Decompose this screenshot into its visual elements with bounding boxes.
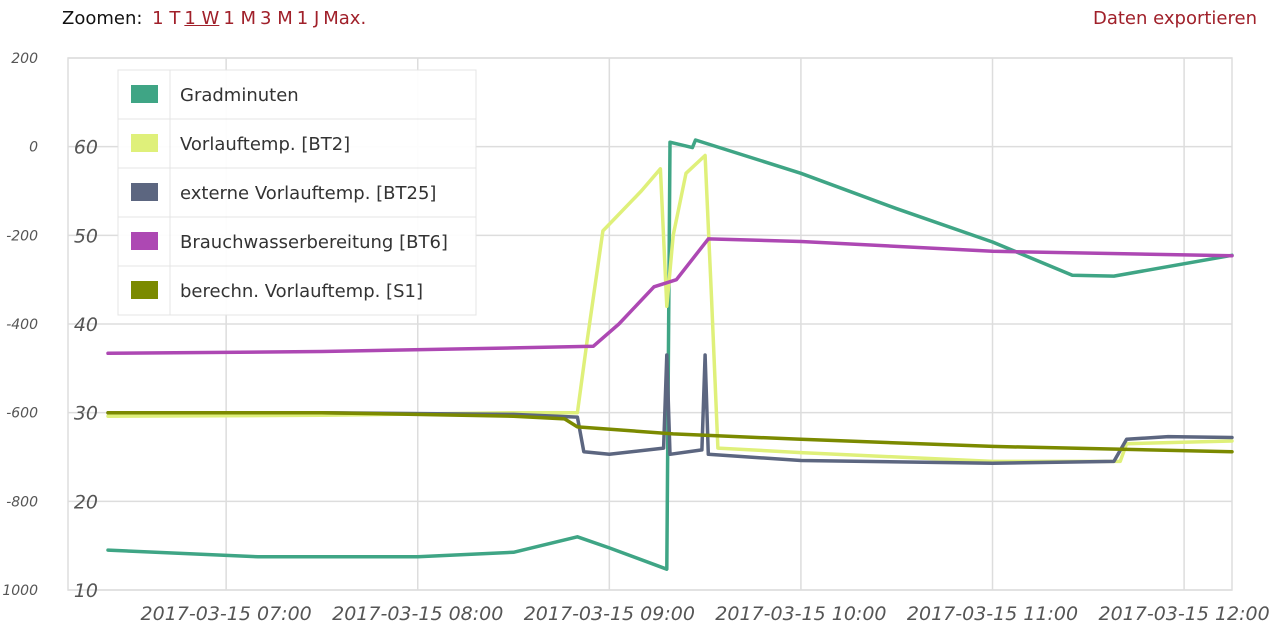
- y-tick-outer: 1000: [2, 583, 38, 599]
- zoom-option-3[interactable]: 3 M: [260, 8, 293, 29]
- y-tick-outer: -200: [6, 228, 38, 244]
- y-axis-inner-ticks: 60 50 40 30 20 10: [74, 137, 98, 602]
- export-data-link[interactable]: Daten exportieren: [1092, 8, 1257, 29]
- chart-series: [106, 138, 1234, 571]
- y-tick-inner: 50: [74, 225, 98, 247]
- y-tick-outer: -600: [6, 406, 38, 422]
- x-tick: 2017-03-15 07:00: [141, 603, 312, 625]
- chart-legend: Gradminuten Vorlauftemp. [BT2] externe Vor…: [117, 69, 477, 316]
- legend-swatch-0: [131, 85, 158, 103]
- x-tick: 2017-03-15 08:00: [332, 603, 503, 625]
- legend-label-1: Vorlauftemp. [BT2]: [180, 134, 350, 155]
- x-axis-ticks: 2017-03-15 07:00 2017-03-15 08:00 2017-03-…: [141, 603, 1270, 625]
- x-tick: 2017-03-15 09:00: [524, 603, 695, 625]
- y-tick-outer: -400: [6, 317, 38, 333]
- y-tick-outer: -800: [6, 494, 38, 510]
- zoom-option-2[interactable]: 1 M: [223, 8, 257, 29]
- zoom-label: Zoomen:: [62, 8, 143, 29]
- legend-label-2: externe Vorlauftemp. [BT25]: [180, 183, 436, 204]
- series-line-4: [106, 410, 1234, 454]
- y-tick-inner: 20: [74, 491, 98, 513]
- zoom-option-4[interactable]: 1 J: [296, 8, 320, 29]
- y-axis-outer-ticks: 200 0 -200 -400 -600 -800 1000: [2, 51, 38, 599]
- legend-swatch-2: [131, 183, 158, 201]
- x-tick: 2017-03-15 10:00: [715, 603, 886, 625]
- series-line-0: [106, 138, 1234, 571]
- x-tick: 2017-03-15 11:00: [907, 603, 1078, 625]
- legend-label-0: Gradminuten: [180, 85, 299, 106]
- series-line-2: [106, 353, 1234, 465]
- x-tick: 2017-03-15 12:00: [1098, 603, 1269, 625]
- series-line-1: [106, 153, 1234, 464]
- legend-swatch-1: [131, 134, 158, 152]
- legend-swatch-3: [131, 232, 158, 250]
- y-tick-inner: 30: [74, 403, 98, 425]
- zoom-option-1[interactable]: 1 W: [184, 8, 220, 29]
- legend-swatch-4: [131, 281, 158, 299]
- legend-label-4: berechn. Vorlauftemp. [S1]: [180, 281, 423, 302]
- y-tick-outer: 0: [29, 140, 38, 156]
- y-tick-inner: 40: [74, 314, 98, 336]
- y-tick-outer: 200: [11, 51, 38, 67]
- y-tick-inner: 60: [74, 137, 98, 159]
- y-tick-inner: 10: [74, 580, 98, 602]
- legend-label-3: Brauchwasserbereitung [BT6]: [180, 232, 448, 253]
- zoom-option-5[interactable]: Max.: [323, 8, 367, 29]
- zoom-option-0[interactable]: 1 T: [152, 8, 181, 29]
- legend-box: [117, 69, 477, 316]
- series-line-3: [106, 237, 1234, 356]
